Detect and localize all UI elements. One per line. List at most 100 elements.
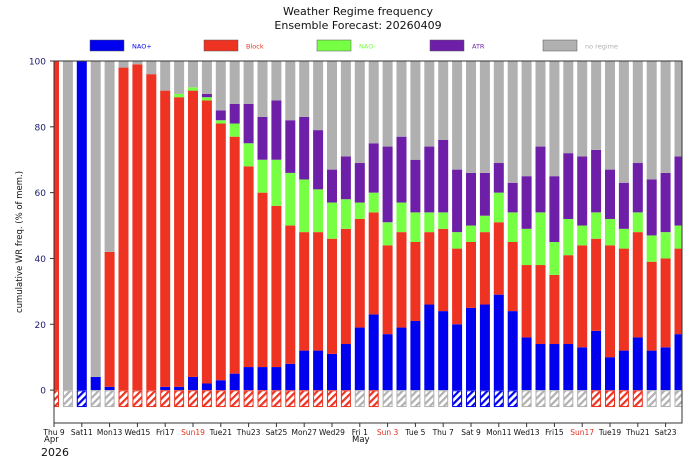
bar-nao--45 [660,232,671,259]
bar-nao--33 [493,192,504,223]
dominant-marker-40 [591,390,602,408]
y-tick-label: 40 [35,255,47,265]
bar-nao--35 [521,228,532,266]
dominant-marker-18 [285,390,296,408]
dominant-marker-46 [674,390,682,408]
dominant-marker-29 [438,390,449,408]
bar-nao--35 [521,337,532,391]
bar-no-regime-35 [521,61,532,177]
bar-nao--30 [452,324,463,391]
bar-no-regime-33 [493,61,504,164]
x-tick-label: Wed13 [514,428,540,437]
bar-block-21 [327,238,337,354]
bar-nao--32 [479,215,490,233]
bar-no-regime-40 [591,61,602,150]
dominant-marker-15 [243,390,254,408]
bar-block-30 [452,248,463,325]
x-tick-label: Thu 7 [432,428,454,437]
bar-nao--12 [201,97,212,101]
bar-no-regime-38 [563,61,574,154]
chart-subtitle: Ensemble Forecast: 20260409 [274,19,441,32]
y-tick-label: 80 [35,123,47,133]
dominant-marker-6 [118,390,129,408]
bar-nao--29 [438,212,449,229]
bar-block-26 [396,232,407,328]
bar-atr-30 [452,169,463,233]
bar-nao--43 [632,337,643,391]
bar-nao--33 [493,294,504,391]
bar-block-22 [340,228,351,345]
dominant-regime-markers [54,390,682,408]
x-tick-label: Wed15 [124,428,150,437]
x-tick-label: Sat 9 [461,428,481,437]
bar-nao--26 [396,202,407,233]
bar-nao--41 [605,218,615,246]
bar-nao--37 [549,242,560,275]
y-tick-label: 20 [35,321,47,331]
bar-nao--17 [271,159,282,206]
bar-atr-17 [271,100,282,160]
year-label: 2026 [41,446,69,459]
dominant-marker-4 [90,390,101,408]
x-tick-label: Mon11 [486,428,512,437]
bar-block-18 [285,225,296,364]
dominant-marker-28 [424,390,435,408]
bar-nao--19 [299,350,310,391]
legend-swatch-0 [89,39,125,52]
x-tick-label: Fri 1 [352,428,368,437]
dominant-marker-12 [201,390,212,408]
bar-atr-37 [549,176,560,242]
dominant-marker-19 [299,390,310,408]
bar-atr-39 [577,156,588,226]
bar-atr-20 [313,130,324,190]
dominant-marker-17 [271,390,282,408]
bar-atr-42 [618,182,629,229]
dominant-marker-24 [368,390,379,408]
bar-block-28 [424,232,435,305]
dominant-marker-44 [646,390,657,408]
y-axis-label: cumulative WR freq. (% of mem.) [15,171,25,313]
bar-no-regime-13 [215,61,226,111]
bar-no-regime-42 [618,61,629,183]
dominant-marker-23 [354,390,365,408]
bar-nao--25 [382,334,393,391]
bar-no-regime-18 [285,61,296,121]
legend-swatch-3 [429,39,465,52]
x-tick-label: Thu21 [625,428,650,437]
dominant-marker-2 [62,390,73,408]
bar-block-35 [521,265,532,338]
bar-block-19 [299,232,310,351]
bar-no-regime-8 [146,61,157,75]
x-tick-label: Sun 3 [377,428,399,437]
x-tick-label: Sat11 [71,428,93,437]
bar-block-45 [660,258,671,348]
legend-label-2: NAO- [359,43,376,51]
dominant-marker-5 [104,390,115,408]
bar-nao--14 [229,123,240,137]
bar-atr-28 [424,146,435,213]
x-tick-label: Sun19 [181,428,205,437]
x-tick-label: Tue 5 [404,428,425,437]
bar-nao--22 [340,199,351,229]
dominant-marker-10 [174,390,185,408]
bar-atr-25 [382,146,393,223]
dominant-marker-26 [396,390,407,408]
bar-nao--11 [188,87,198,91]
bar-no-regime-17 [271,61,282,101]
bar-atr-44 [646,179,657,236]
bar-no-regime-32 [479,61,490,173]
bar-nao--13 [215,120,226,124]
dominant-marker-21 [327,390,337,408]
bar-block-36 [535,265,546,345]
x-tick-label: Thu 9 [42,428,64,437]
bar-nao--10 [174,93,185,98]
dominant-marker-45 [660,390,671,408]
bar-atr-32 [479,172,490,216]
bar-no-regime-29 [438,61,449,140]
dominant-marker-8 [146,390,157,408]
bar-nao--46 [674,225,682,249]
bar-no-regime-4 [90,61,101,377]
bar-atr-15 [243,103,254,144]
bar-nao--21 [327,353,337,391]
